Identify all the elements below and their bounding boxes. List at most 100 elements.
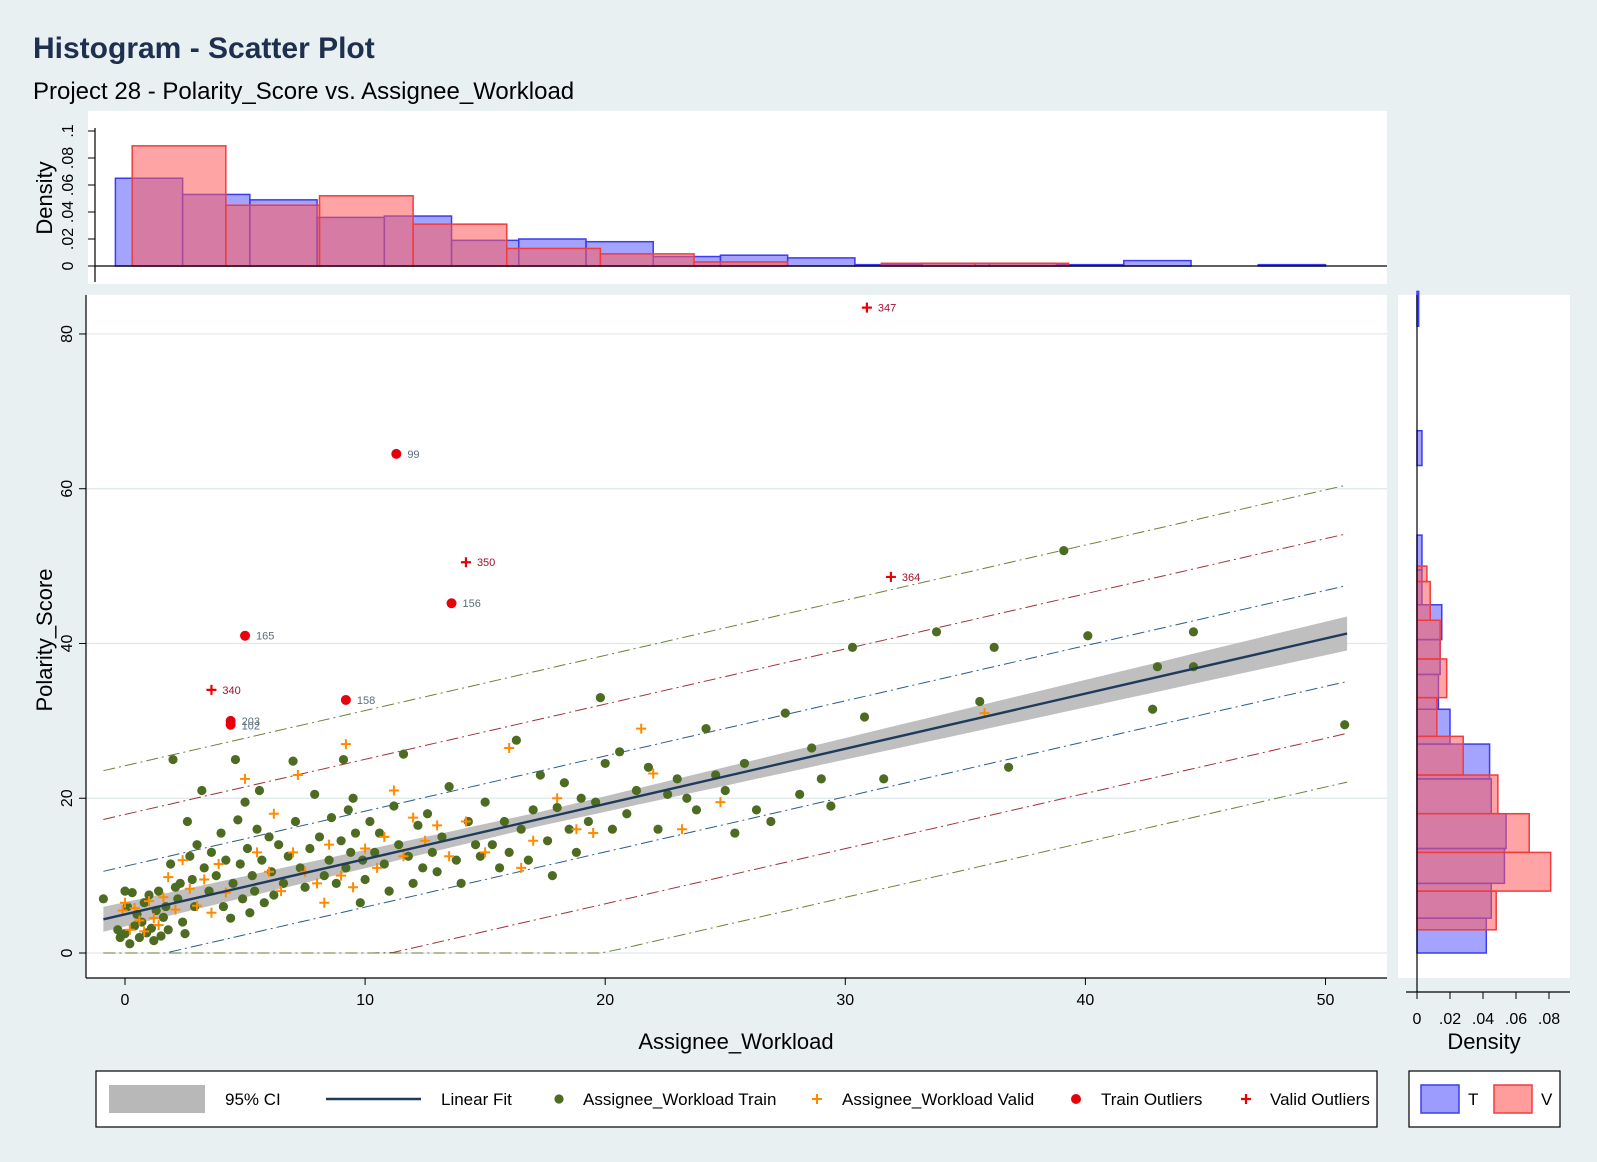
valid-point [408, 812, 419, 823]
legend-ci-swatch [109, 1085, 205, 1113]
valid-point [432, 820, 443, 831]
chart-subtitle: Project 28 - Polarity_Score vs. Assignee… [33, 78, 574, 105]
valid-point [504, 742, 515, 753]
valid-point [158, 892, 169, 903]
train-point [197, 785, 207, 796]
train-point [408, 878, 418, 888]
valid-point [340, 739, 351, 750]
right-hist-bar-v [1416, 735, 1464, 776]
train-point [720, 785, 730, 796]
valid-point [480, 847, 491, 858]
train-point [257, 855, 267, 865]
train-point [600, 758, 610, 769]
train-point [206, 847, 217, 858]
valid-point [552, 793, 563, 804]
prediction-band-line [103, 533, 1348, 820]
train-point [365, 816, 375, 827]
legend-valid-marker [812, 1094, 822, 1104]
valid-point [571, 824, 582, 835]
outlier-label: 99 [407, 449, 419, 461]
train-point [730, 828, 740, 838]
outlier-label: 165 [256, 631, 274, 643]
train-point [192, 840, 202, 850]
train-point [343, 805, 353, 815]
train-point [564, 824, 574, 834]
outlier-label: 364 [902, 572, 920, 584]
train-point [221, 855, 231, 865]
train-point [1059, 546, 1069, 556]
train-point [180, 929, 190, 939]
valid-point [379, 831, 390, 842]
confidence-band [103, 616, 1348, 932]
valid-point [460, 816, 471, 827]
train-point [451, 855, 461, 865]
legend-label-valid: Assignee_Workload Valid [842, 1090, 1034, 1109]
train-point [250, 886, 260, 896]
train-point [242, 843, 253, 854]
prediction-band-line [103, 781, 1348, 954]
x-tick-label: 30 [836, 992, 854, 1009]
train-point [826, 801, 836, 811]
right-hist-bar-t [1416, 534, 1423, 571]
valid-point [360, 843, 371, 854]
train-point [238, 894, 248, 904]
train-point [444, 782, 454, 792]
legend-label-valid-outliers: Valid Outliers [1270, 1090, 1370, 1109]
train-point [672, 774, 682, 784]
train-point [418, 863, 428, 873]
train-point [374, 828, 385, 838]
train-point [274, 840, 284, 850]
train-point [259, 898, 269, 908]
train-point [847, 642, 858, 652]
x-tick-label: 0 [121, 992, 130, 1009]
train-point [182, 816, 193, 827]
train-point [154, 886, 164, 896]
valid-point [677, 824, 688, 835]
top-hist-y-tick-label: .1 [60, 124, 77, 137]
train-point [178, 917, 188, 927]
train-point [663, 789, 673, 799]
train-point [283, 851, 293, 861]
train-point [319, 871, 329, 881]
train-outlier-point [225, 719, 236, 730]
right-hist-bar-v [1416, 658, 1448, 699]
train-point [338, 754, 349, 765]
valid-point [348, 882, 359, 893]
train-point [494, 863, 505, 873]
valid-outlier-point [206, 684, 217, 695]
valid-point [153, 920, 164, 931]
train-point [300, 882, 310, 892]
legend-label-fit: Linear Fit [441, 1090, 512, 1109]
prediction-band-line [103, 681, 1348, 954]
train-point [780, 708, 790, 718]
valid-point [324, 839, 335, 850]
train-point [310, 789, 320, 799]
top-hist-y-tick-label: .02 [60, 228, 77, 250]
right-hist-bar-t [1416, 429, 1423, 467]
train-point [931, 627, 942, 637]
valid-point [264, 866, 275, 877]
top-hist-y-tick-label: 0 [60, 261, 77, 270]
train-point [470, 840, 481, 850]
legend-train-marker [554, 1094, 564, 1104]
right-hist-x-tick-label: .06 [1505, 1011, 1527, 1028]
train-point [113, 925, 123, 935]
train-point [1083, 631, 1093, 641]
valid-point [206, 907, 217, 918]
valid-point [528, 835, 539, 846]
valid-point [252, 847, 263, 858]
train-point [139, 898, 149, 908]
train-point [218, 901, 229, 912]
train-point [590, 797, 601, 807]
train-point [571, 847, 581, 858]
valid-point [124, 924, 135, 935]
train-point [547, 871, 557, 881]
valid-point [199, 874, 210, 885]
valid-point [636, 723, 647, 734]
valid-point [134, 915, 145, 926]
train-point [552, 802, 562, 813]
top-hist-y-tick-label: .08 [60, 147, 77, 169]
outlier-label: 340 [222, 685, 240, 697]
